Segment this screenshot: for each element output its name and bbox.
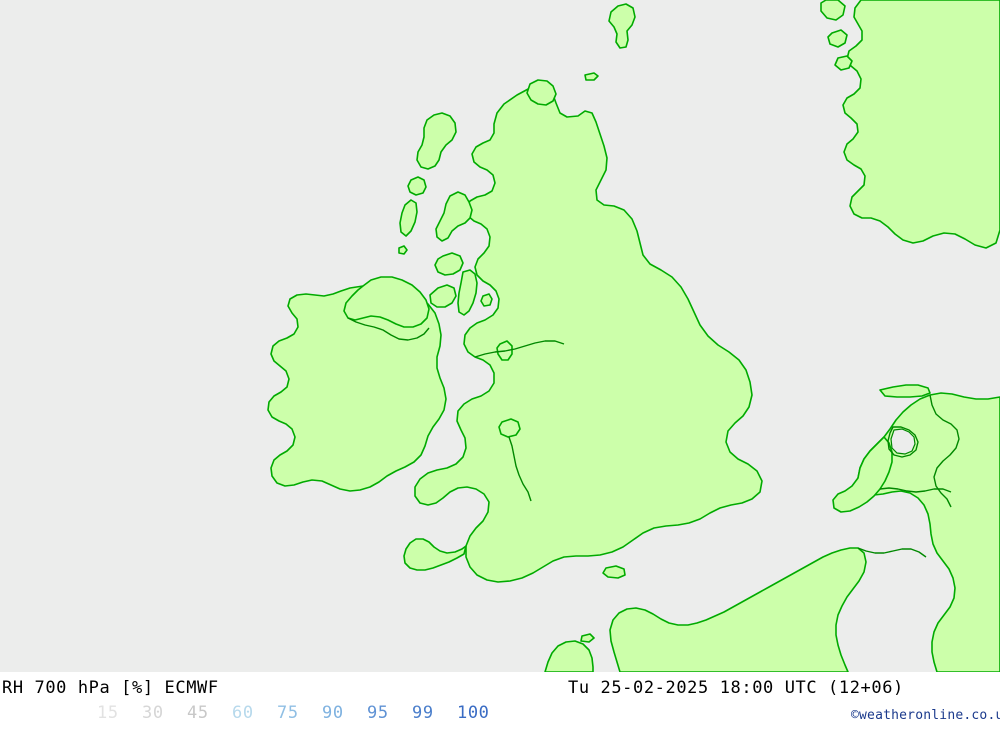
norway-coastal-island-c: [834, 55, 853, 71]
islay-jura-islands: [429, 284, 457, 308]
landmass-group: [267, 0, 1000, 672]
legend-value-99: 99: [412, 703, 434, 723]
isle-of-wight: [602, 565, 626, 579]
barra-island: [398, 245, 408, 255]
ireland-landmass: [267, 282, 447, 492]
border-ijsselmeer: [887, 426, 919, 458]
legend-value-100: 100: [457, 703, 490, 723]
south-uist-island: [399, 199, 418, 237]
legend-value-30: 30: [142, 703, 164, 723]
netherlands-coast: [832, 436, 893, 513]
orkney-islands: [526, 79, 557, 106]
copyright-label: ©weatheronline.co.uk: [851, 708, 1000, 723]
border-belgium-france: [857, 547, 927, 558]
border-ireland-northern-ireland: [347, 317, 430, 341]
isle-of-lewis-harris: [416, 112, 457, 170]
frisian-islands: [879, 384, 931, 398]
color-scale-legend: 15 30 45 60 75 90 95 99 100: [97, 703, 502, 723]
footer-bar: RH 700 hPa [%] ECMWF Tu 25-02-2025 18:00…: [0, 672, 1000, 733]
fair-isle: [584, 72, 599, 81]
inland-water-group: [890, 428, 916, 455]
brittany-cotentin-coast: [544, 640, 594, 672]
great-britain-landmass: [414, 85, 763, 583]
mull-island: [434, 252, 464, 276]
norway-landmass: [842, 0, 1000, 249]
kintyre-peninsula: [457, 269, 478, 316]
isle-of-skye: [435, 191, 473, 242]
ijsselmeer-water: [890, 428, 916, 455]
legend-value-45: 45: [187, 703, 209, 723]
shetland-islands: [608, 3, 636, 49]
anglesey-island: [498, 418, 521, 438]
border-scotland-england: [474, 340, 565, 358]
legend-value-15: 15: [97, 703, 119, 723]
arran-island: [480, 293, 493, 307]
legend-value-60: 60: [232, 703, 254, 723]
legend-value-75: 75: [277, 703, 299, 723]
france-landmass: [609, 547, 867, 672]
legend-value-95: 95: [367, 703, 389, 723]
border-england-wales: [508, 436, 532, 502]
valid-datetime: Tu 25-02-2025 18:00 UTC (12+06): [568, 678, 904, 698]
product-title: RH 700 hPa [%] ECMWF: [2, 678, 219, 698]
northern-ireland-coast: [343, 276, 430, 328]
map-vector-layer: [267, 0, 1000, 672]
wales-cornwall-peninsula: [403, 538, 467, 571]
map-canvas[interactable]: [0, 0, 1000, 672]
national-borders-group: [347, 317, 960, 558]
norway-coastal-island-b: [827, 29, 848, 48]
legend-value-90: 90: [322, 703, 344, 723]
channel-islands: [580, 633, 595, 643]
border-netherlands-belgium: [879, 487, 952, 493]
north-uist-island: [407, 176, 427, 196]
continental-europe-landmass: [857, 392, 1000, 672]
norway-coastal-island-a: [820, 0, 846, 21]
